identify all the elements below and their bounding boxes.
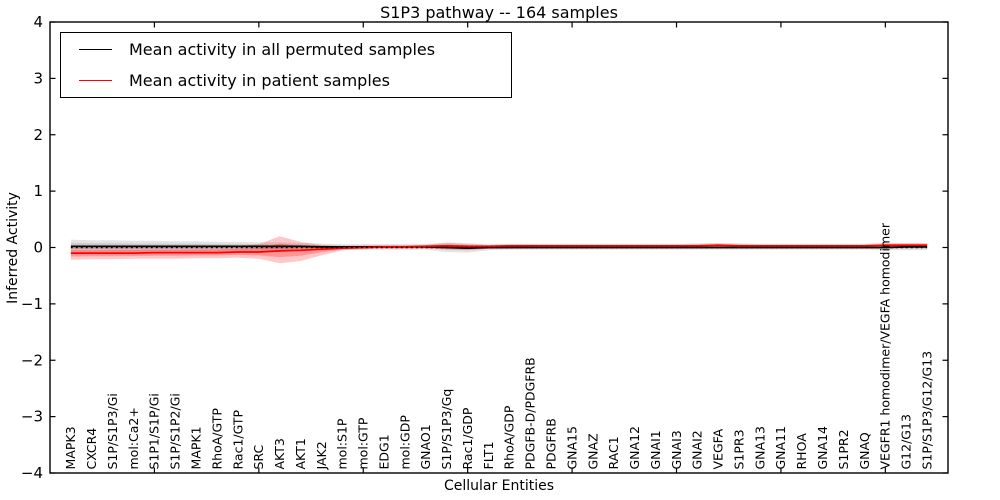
x-axis-label: Cellular Entities	[443, 478, 555, 494]
category-label: S1P/S1P3/Gi	[105, 393, 120, 469]
y-tick-label: 3	[33, 69, 43, 87]
category-label: RhoA/GTP	[209, 408, 224, 470]
legend-entry-permuted: Mean activity in all permuted samples	[61, 34, 511, 64]
y-ticks: 4 3 2 1 0 −1 −2 −3 −4	[21, 13, 948, 482]
band	[70, 236, 928, 264]
legend-label-patient: Mean activity in patient samples	[129, 71, 390, 91]
y-tick-label: 1	[33, 182, 43, 200]
category-label: mol:GDP	[397, 415, 412, 470]
mean-lines	[70, 244, 928, 254]
category-label: GNAZ	[585, 433, 600, 469]
y-tick-label: −4	[21, 464, 43, 482]
category-label: JAK2	[314, 441, 329, 470]
category-label: RAC1	[606, 436, 621, 469]
x-ticks	[153, 22, 886, 473]
category-label: MAPK1	[189, 426, 204, 469]
y-tick-label: −2	[21, 351, 43, 369]
category-label: RHOA	[794, 433, 809, 470]
category-label: G12/G13	[899, 414, 914, 469]
category-label: S1P/S1P3/Gq	[439, 389, 454, 470]
chart-title: S1P3 pathway -- 164 samples	[380, 3, 618, 22]
category-label: mol:S1P	[335, 418, 350, 469]
series-line	[70, 245, 928, 249]
category-label: S1PR2	[836, 429, 851, 469]
y-tick-label: −1	[21, 295, 43, 313]
category-label: EDG1	[376, 434, 391, 469]
category-label: GNA11	[773, 426, 788, 470]
category-label: GNAQ	[857, 432, 872, 469]
category-label: GNA15	[564, 426, 579, 470]
category-label: GNA14	[815, 426, 830, 470]
category-label: S1PR3	[732, 429, 747, 469]
category-label: Rac1/GTP	[230, 410, 245, 470]
category-label: RhoA/GDP	[502, 405, 517, 469]
category-label: VEGFR1 homodimer/VEGFA homodimer	[878, 222, 893, 469]
y-tick-label: 0	[33, 239, 43, 257]
category-label: GNAI3	[669, 430, 684, 469]
category-label: FLT1	[481, 441, 496, 469]
legend: Mean activity in all permuted samples Me…	[60, 32, 512, 98]
patient-line-swatch	[79, 80, 112, 82]
series-line	[70, 244, 928, 254]
category-label: GNA13	[752, 426, 767, 470]
category-label: Rac1/GDP	[460, 407, 475, 469]
category-label: MAPK3	[63, 426, 78, 469]
category-label: AKT3	[272, 438, 287, 469]
category-label: AKT1	[293, 438, 308, 469]
category-label: PDGFRB	[544, 418, 559, 469]
category-label: GNAI2	[690, 430, 705, 469]
category-label: S1P/S1P2/Gi	[168, 393, 183, 469]
category-label: mol:Ca2+	[126, 407, 141, 469]
category-label: S1P/S1P3/G12/G13	[919, 351, 934, 470]
confidence-bands	[70, 236, 928, 264]
legend-entry-patient: Mean activity in patient samples	[61, 66, 511, 96]
y-tick-label: −3	[21, 408, 43, 426]
category-label: GNAO1	[418, 424, 433, 469]
category-label: S1P1/S1P/Gi	[147, 393, 162, 469]
legend-label-permuted: Mean activity in all permuted samples	[129, 39, 436, 59]
y-tick-label: 4	[33, 13, 43, 31]
category-label: SRC	[251, 445, 266, 470]
category-label: mol:GTP	[356, 417, 371, 469]
permuted-line-swatch	[79, 48, 112, 50]
category-labels: MAPK3 CXCR4 S1P/S1P3/Gi mol:Ca2+ S1P1/S1P/Gi…	[63, 222, 934, 470]
category-label: GNAI1	[648, 430, 663, 469]
category-label: CXCR4	[84, 428, 99, 470]
y-tick-label: 2	[33, 126, 43, 144]
category-label: VEGFA	[711, 428, 726, 469]
category-label: GNA12	[627, 426, 642, 470]
category-label: PDGFB-D/PDGFRB	[523, 357, 538, 469]
